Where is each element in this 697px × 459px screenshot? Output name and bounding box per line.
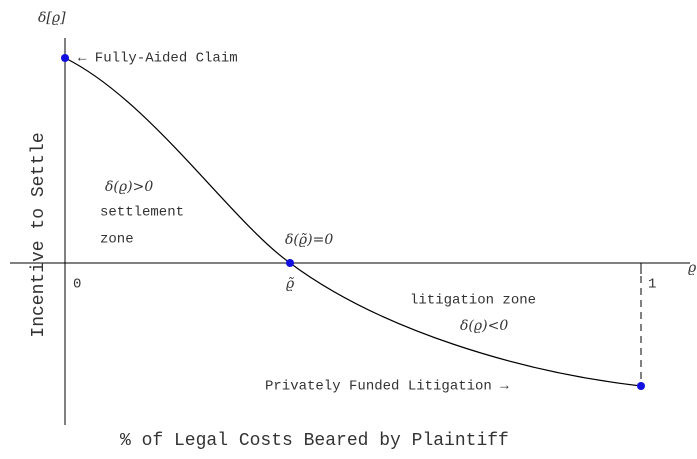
curve bbox=[64, 57, 642, 387]
annotation: δ(ϱ)<0 bbox=[460, 318, 508, 334]
annotation: litigation zone bbox=[410, 293, 536, 309]
y-symbol: δ[ϱ] bbox=[38, 10, 66, 26]
annotation: Privately Funded Litigation → bbox=[265, 379, 509, 395]
point bbox=[61, 54, 69, 62]
point bbox=[286, 259, 294, 267]
point bbox=[637, 382, 645, 390]
annotation: δ(ϱ̃)=0 bbox=[285, 232, 333, 248]
x-symbol: ϱ bbox=[688, 260, 697, 276]
x-tick-label: 1 bbox=[648, 277, 656, 293]
x-tick-label: ϱ̃ bbox=[286, 276, 295, 292]
x-tick-label: 0 bbox=[73, 277, 81, 293]
annotation: settlement bbox=[100, 205, 184, 221]
annotation: ← Fully-Aided Claim bbox=[78, 51, 238, 67]
x-axis-label: % of Legal Costs Beared by Plaintiff bbox=[120, 431, 509, 451]
annotation: zone bbox=[100, 232, 134, 248]
annotation: δ(ϱ)>0 bbox=[105, 179, 153, 195]
y-axis-label: Incentive to Settle bbox=[29, 132, 49, 337]
